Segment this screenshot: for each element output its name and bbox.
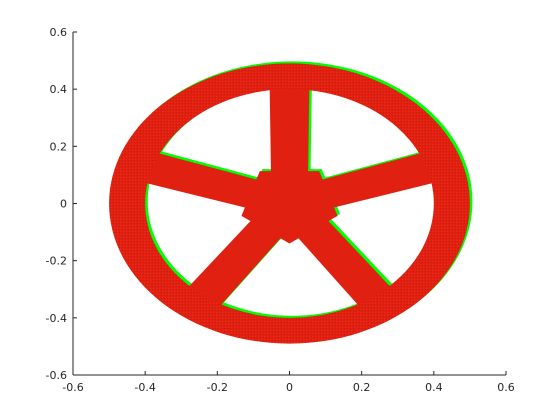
x-tick-label: 0.2	[353, 381, 371, 394]
y-tick-label: 0.6	[50, 26, 68, 39]
x-tick-label: -0.6	[62, 381, 83, 394]
series-red-wheel	[109, 63, 470, 344]
tick-labels: -0.6 -0.4 -0.2 0 0.2 0.4 0.6 -0.6 -0.4 -0.2 0 0.2 0.…	[46, 26, 515, 394]
x-tick-label: 0.4	[425, 381, 443, 394]
x-tick-label: -0.2	[207, 381, 228, 394]
y-tick-label: 0.4	[50, 83, 68, 96]
y-tick-label: -0.2	[46, 255, 67, 268]
wheel-spoke-4	[186, 195, 305, 308]
x-tick-label: 0.6	[497, 381, 515, 394]
y-tick-label: 0	[60, 198, 67, 211]
wheel-spoke-1	[269, 86, 310, 204]
x-tick-label: 0	[286, 381, 293, 394]
y-tick-label: 0.2	[50, 140, 68, 153]
axes	[72, 31, 507, 376]
data-layer	[109, 61, 473, 344]
wheel-spoke-3	[274, 195, 393, 308]
x-tick-label: -0.4	[134, 381, 155, 394]
y-tick-label: -0.6	[46, 369, 67, 382]
wheel-spoke-5	[143, 152, 296, 218]
wheel-spoke-2	[283, 152, 436, 218]
y-tick-label: -0.4	[46, 312, 67, 325]
